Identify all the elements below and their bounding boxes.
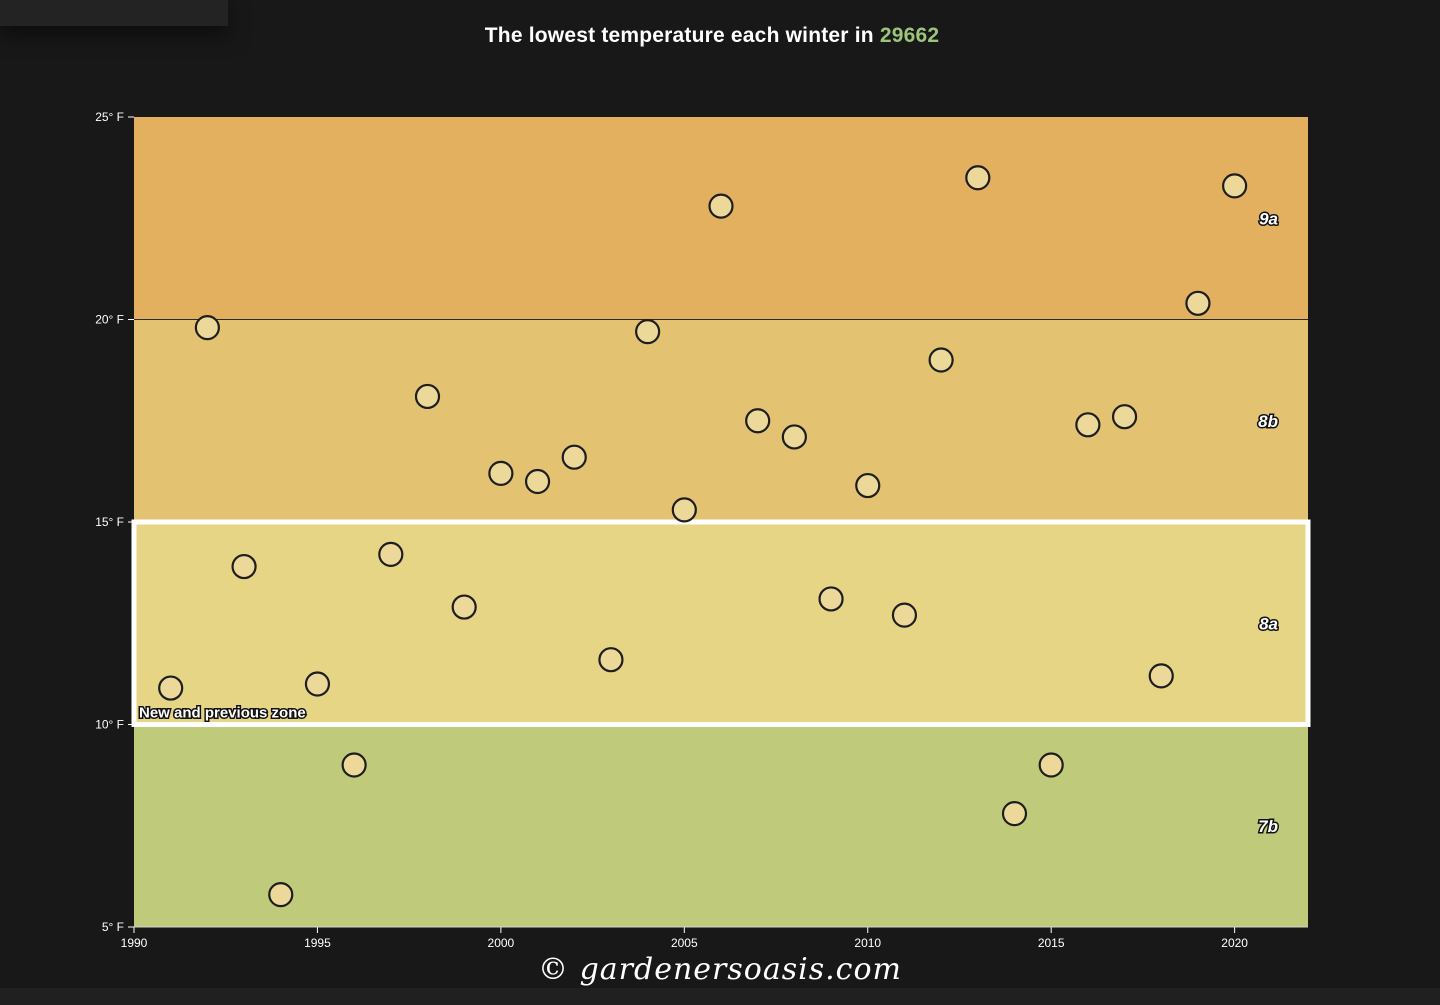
data-point xyxy=(158,675,184,701)
data-point xyxy=(451,594,477,620)
zone-label-9a: 9a xyxy=(1259,209,1278,228)
zone-band-7b xyxy=(134,724,1308,927)
data-point xyxy=(891,602,918,628)
data-point xyxy=(928,347,954,373)
data-point xyxy=(1222,173,1248,199)
y-tick-label: 25° F xyxy=(95,110,124,124)
chart-title-text: The lowest temperature each winter in xyxy=(484,24,874,47)
zone-label-8b: 8b xyxy=(1258,412,1278,431)
zone-labels: 7b 8a 8b 9a xyxy=(1257,208,1280,838)
data-point xyxy=(965,165,991,191)
data-point xyxy=(231,553,257,580)
data-point xyxy=(818,586,844,612)
data-point xyxy=(268,881,294,908)
zone-label-7b: 7b xyxy=(1258,817,1278,836)
data-point xyxy=(671,497,697,523)
y-tick-label: 5° F xyxy=(102,920,124,934)
data-points xyxy=(158,165,1248,908)
x-tick-label: 2010 xyxy=(854,936,881,950)
data-point xyxy=(1185,290,1211,316)
data-point xyxy=(745,408,771,434)
y-tick-label: 20° F xyxy=(95,313,124,327)
data-point xyxy=(708,193,734,219)
data-point xyxy=(635,319,661,345)
data-point xyxy=(1075,412,1101,438)
x-tick-label: 1990 xyxy=(121,936,148,950)
data-point xyxy=(414,383,441,410)
data-point xyxy=(341,752,367,778)
data-point xyxy=(378,541,404,568)
data-point xyxy=(304,671,331,697)
data-point xyxy=(1038,752,1064,778)
data-point xyxy=(598,647,624,673)
watermark: © gardenersoasis.com xyxy=(538,952,902,987)
zone-band-8a xyxy=(134,522,1308,725)
chart-title: The lowest temperature each winter in 29… xyxy=(0,24,1424,48)
data-point xyxy=(855,472,881,499)
data-point xyxy=(561,444,587,470)
highlight-box xyxy=(131,519,1311,727)
zone-label-8a: 8a xyxy=(1259,614,1278,633)
chart-title-zip: 29662 xyxy=(879,24,940,47)
data-point xyxy=(524,468,551,495)
y-tick-label: 10° F xyxy=(95,718,124,732)
highlight-zone: New and previous zone xyxy=(131,519,1311,727)
y-axis: 5° F 10° F 15° F 20° F 25° F xyxy=(95,110,134,934)
zone-band-8b xyxy=(134,319,1308,522)
data-point xyxy=(194,315,220,341)
data-point xyxy=(1148,663,1174,689)
data-point xyxy=(1001,800,1028,827)
x-tick-label: 2005 xyxy=(671,936,698,950)
y-tick-label: 15° F xyxy=(95,515,124,529)
x-tick-label: 2000 xyxy=(488,936,515,950)
zone-bands xyxy=(134,117,1308,927)
top-left-panel xyxy=(0,0,228,26)
data-point xyxy=(488,460,514,486)
x-tick-label: 1995 xyxy=(304,936,331,950)
data-point xyxy=(1111,404,1138,430)
data-point xyxy=(781,424,807,450)
x-axis: 1990 1995 2000 2005 2010 2015 2020 xyxy=(121,926,1308,950)
x-tick-label: 2015 xyxy=(1038,936,1065,950)
highlight-label: New and previous zone xyxy=(139,705,306,722)
bottom-strip xyxy=(0,988,1440,1005)
x-tick-label: 2020 xyxy=(1221,936,1248,950)
